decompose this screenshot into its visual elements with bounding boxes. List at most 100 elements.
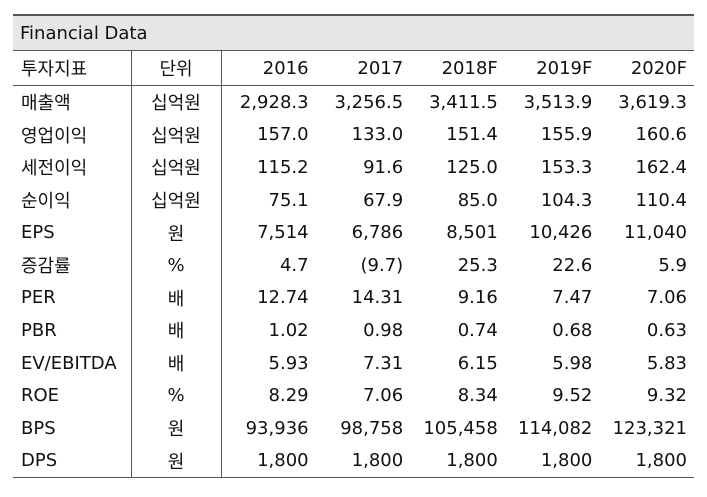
header-year: 2018F <box>410 50 505 86</box>
row-value: 7.06 <box>363 385 404 407</box>
table-row: 증감률% 4.7 (9.7) 25.3 22.6 5.9 <box>13 248 694 282</box>
row-unit: 원 <box>130 411 222 445</box>
row-value: 7,514 <box>257 222 309 244</box>
row-indicator: DPS <box>13 444 131 479</box>
row-indicator: EPS <box>21 222 55 244</box>
row-value: 114,082 <box>517 417 593 439</box>
row-value: 0.63 <box>646 319 687 341</box>
row-value: 7.31 <box>363 352 404 374</box>
header-row: 투자지표 단위 2016 2017 2018F 2019F 2020F <box>13 50 694 86</box>
row-value: 11,040 <box>624 222 687 244</box>
row-value: 22.6 <box>552 254 593 276</box>
row-value: 125.0 <box>446 156 498 178</box>
row-value: 6,786 <box>351 222 404 244</box>
row-value: 8.29 <box>268 385 309 407</box>
row-unit: 원 <box>130 444 222 479</box>
row-value: 14.31 <box>351 287 404 309</box>
row-value: 85.0 <box>457 189 498 211</box>
row-value: 9.52 <box>552 385 593 407</box>
row-value: (9.7) <box>360 254 404 276</box>
row-value: 0.98 <box>363 319 404 341</box>
row-value: 8,501 <box>446 222 498 244</box>
row-value: 67.9 <box>363 189 404 211</box>
row-value: 7.47 <box>552 287 593 309</box>
row-unit: 십억원 <box>130 118 222 152</box>
header-unit: 단위 <box>130 50 222 86</box>
financial-data-table-panel: Financial Data 투자지표 단위 2016 2017 2018F 2… <box>13 14 694 479</box>
row-value: 93,936 <box>245 417 309 439</box>
row-unit: % <box>130 379 222 412</box>
row-value: 105,458 <box>423 417 498 439</box>
row-value: 0.74 <box>457 319 498 341</box>
row-indicator: 증감률 <box>21 256 71 278</box>
row-value: 6.15 <box>457 352 498 374</box>
row-value: 5.98 <box>552 352 593 374</box>
table-row: EV/EBITDA 배 5.93 7.31 6.15 5.98 5.83 <box>13 346 694 380</box>
row-indicator: 세전이익 <box>21 158 88 180</box>
header-year: 2017 <box>315 50 411 86</box>
row-value: 3,256.5 <box>334 91 404 113</box>
row-value: 9.16 <box>457 287 498 309</box>
row-value: 104.3 <box>540 189 593 211</box>
table-row: 순이익 십억원 75.1 67.9 85.0 104.3 110.4 <box>13 183 694 217</box>
header-indicator: 투자지표 <box>13 50 131 86</box>
row-unit: 십억원 <box>130 183 222 217</box>
table-row: 영업이익 십억원 157.0 133.0 151.4 155.9 160.6 <box>13 118 694 152</box>
row-indicator: EV/EBITDA <box>21 352 117 374</box>
row-value: 1,800 <box>221 444 316 479</box>
row-value: 75.1 <box>268 189 309 211</box>
row-value: 12.74 <box>257 287 309 309</box>
row-value: 0.68 <box>552 319 593 341</box>
header-year: 2019F <box>504 50 600 86</box>
row-indicator: 영업이익 <box>21 125 88 147</box>
row-value: 3,513.9 <box>523 91 593 113</box>
row-value: 153.3 <box>540 156 593 178</box>
row-value: 9.32 <box>646 385 687 407</box>
row-value: 5.83 <box>646 352 687 374</box>
row-value: 5.93 <box>268 352 309 374</box>
row-unit: 배 <box>130 346 222 380</box>
row-indicator: PBR <box>21 319 57 341</box>
row-value: 98,758 <box>340 417 404 439</box>
row-value: 110.4 <box>635 189 687 211</box>
row-value: 91.6 <box>363 156 404 178</box>
row-value: 157.0 <box>257 124 309 146</box>
row-value: 1,800 <box>599 444 694 479</box>
table-row: 세전이익 십억원 115.2 91.6 125.0 153.3 162.4 <box>13 151 694 184</box>
table-title: Financial Data <box>13 14 694 50</box>
row-value: 1.02 <box>268 319 309 341</box>
row-value: 25.3 <box>457 254 498 276</box>
row-unit: 십억원 <box>130 151 222 184</box>
table-row: PBR 배 1.02 0.98 0.74 0.68 0.63 <box>13 314 694 347</box>
row-unit: 배 <box>130 281 222 315</box>
row-value: 162.4 <box>635 156 687 178</box>
row-indicator: 매출액 <box>21 93 71 115</box>
row-unit: 십억원 <box>130 85 222 119</box>
row-unit: % <box>130 248 222 282</box>
row-value: 1,800 <box>315 444 411 479</box>
table-row: DPS 원 1,800 1,800 1,800 1,800 1,800 <box>13 444 694 479</box>
row-value: 7.06 <box>646 287 687 309</box>
row-unit: 원 <box>130 216 222 249</box>
table-row: EPS 원 7,514 6,786 8,501 10,426 11,040 <box>13 216 694 249</box>
table-row: PER 배 12.74 14.31 9.16 7.47 7.06 <box>13 281 694 315</box>
row-indicator: BPS <box>21 417 56 439</box>
row-value: 3,411.5 <box>429 91 498 113</box>
table-row: 매출액 십억원 2,928.3 3,256.5 3,411.5 3,513.9 3,619.… <box>13 85 694 119</box>
row-value: 160.6 <box>635 124 687 146</box>
row-value: 2,928.3 <box>239 91 309 113</box>
row-value: 8.34 <box>457 385 498 407</box>
row-value: 4.7 <box>279 254 309 276</box>
row-value: 115.2 <box>257 156 309 178</box>
row-value: 1,800 <box>410 444 505 479</box>
row-value: 5.9 <box>658 254 687 276</box>
row-value: 123,321 <box>612 417 687 439</box>
row-value: 3,619.3 <box>618 91 687 113</box>
header-year: 2020F <box>599 50 694 86</box>
row-indicator: 순이익 <box>21 191 71 213</box>
row-value: 1,800 <box>504 444 600 479</box>
table-row: BPS 원 93,936 98,758 105,458 114,082 123,321 <box>13 411 694 445</box>
table-row: ROE% 8.29 7.06 8.34 9.52 9.32 <box>13 379 694 412</box>
header-year: 2016 <box>221 50 316 86</box>
